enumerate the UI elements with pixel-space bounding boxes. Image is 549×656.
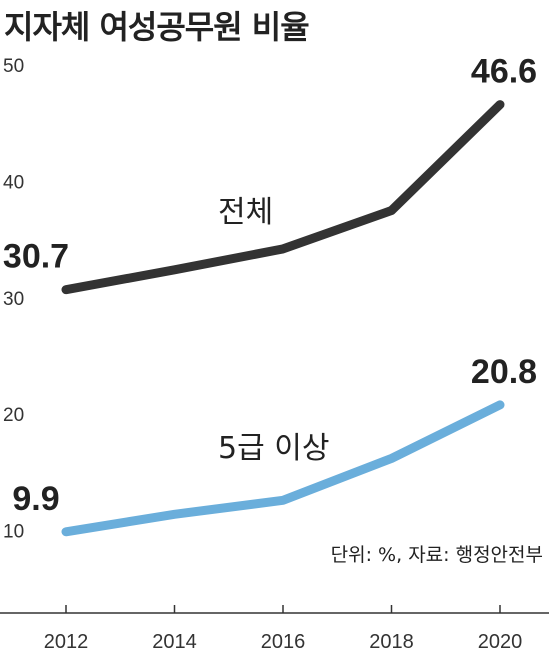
series-line-1 <box>61 400 505 537</box>
series-name-label-1: 5급 이상 <box>218 431 329 466</box>
chart-title: 지자체 여성공무원 비율 <box>4 8 310 46</box>
data-label-1-0: 9.9 <box>12 480 59 518</box>
y-tick-label-40: 40 <box>3 172 24 193</box>
data-label-1-4: 20.8 <box>471 353 537 391</box>
x-axis: 2012 2014 2016 2018 2020 <box>0 605 549 653</box>
series-line-0 <box>61 100 505 295</box>
data-label-0-4: 46.6 <box>471 53 537 91</box>
data-label-0-0: 30.7 <box>3 238 69 276</box>
y-tick-label-50: 50 <box>3 56 24 77</box>
y-tick-label-10: 10 <box>3 522 24 543</box>
x-tick-label-2014: 2014 <box>152 631 197 653</box>
x-tick-label-2020: 2020 <box>478 631 523 653</box>
x-tick-label-2016: 2016 <box>261 631 306 653</box>
data-labels: 전체 30.7 46.6 5급 이상 9.9 20.8 <box>3 53 537 518</box>
series-name-label-0: 전체 <box>218 195 273 230</box>
series-lines <box>61 100 505 537</box>
x-tick-label-2018: 2018 <box>369 631 414 653</box>
unit-source-note: 단위: %, 자료: 행정안전부 <box>331 544 543 566</box>
y-tick-label-20: 20 <box>3 405 24 426</box>
y-axis: 10 20 30 40 50 <box>3 56 24 543</box>
y-tick-label-30: 30 <box>3 289 24 310</box>
x-tick-label-2012: 2012 <box>44 631 89 653</box>
